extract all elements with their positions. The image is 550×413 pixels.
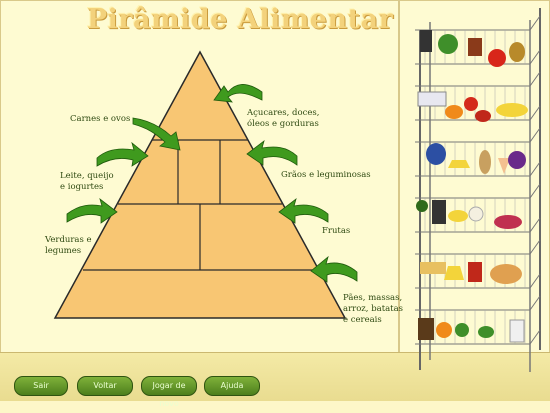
zone-frutas[interactable]: [201, 205, 282, 269]
play-again-button[interactable]: Jogar de novo: [141, 376, 197, 408]
label-paes-1: Pães, massas,: [343, 293, 403, 303]
back-button[interactable]: Voltar: [77, 376, 133, 396]
food-pyramid: [53, 8, 541, 372]
label-graos: Grãos e leguminosas: [281, 170, 371, 180]
arrow-acucares-icon: [213, 84, 263, 103]
jar-icon[interactable]: [468, 38, 482, 56]
corn-icon[interactable]: [496, 103, 528, 117]
label-acucares-2: óleos e gorduras: [247, 119, 319, 129]
arrow-verduras-icon: [66, 197, 118, 224]
zone-graos[interactable]: [221, 141, 247, 203]
label-leite-2: e iogurtes: [60, 182, 104, 192]
cereal-box-icon[interactable]: [418, 318, 434, 340]
apple-icon[interactable]: [488, 49, 506, 67]
fries-icon[interactable]: [468, 262, 482, 282]
label-frutas: Frutas: [322, 226, 351, 236]
food-shelf: [415, 8, 541, 372]
help-button[interactable]: Ajuda: [204, 376, 260, 396]
peas-icon[interactable]: [455, 323, 469, 337]
banana-icon[interactable]: [448, 210, 468, 222]
ice-cream-icon[interactable]: [498, 158, 510, 174]
zone-verduras[interactable]: [118, 205, 199, 269]
milk-carton-icon[interactable]: [509, 319, 525, 343]
tomato-icon[interactable]: [475, 110, 491, 122]
label-verduras-2: legumes: [45, 246, 82, 256]
milk-can-icon[interactable]: [426, 143, 446, 165]
arrow-carnes-icon: [132, 117, 181, 151]
pyramid-outline: [53, 50, 347, 319]
cheese-icon[interactable]: [448, 160, 470, 168]
pear-icon[interactable]: [509, 42, 525, 62]
strawberry-icon[interactable]: [464, 97, 478, 111]
exit-button[interactable]: Sair: [14, 376, 68, 396]
bottle-dark-icon[interactable]: [432, 200, 446, 224]
label-acucares-1: Açucares, doces,: [247, 108, 320, 118]
arrow-paes-icon: [310, 255, 358, 283]
meat-icon[interactable]: [494, 215, 522, 229]
lettuce-icon[interactable]: [478, 326, 494, 338]
arrow-leite-icon: [96, 141, 149, 167]
arrow-graos-icon: [246, 139, 298, 166]
zone-acucares[interactable]: [154, 54, 246, 138]
bottle-icon[interactable]: [420, 30, 432, 52]
food-box-icon[interactable]: [417, 91, 447, 107]
zone-carnes[interactable]: [179, 141, 219, 203]
egg-icon[interactable]: [468, 206, 484, 222]
cheese-wedge-icon[interactable]: [444, 266, 464, 280]
crackers-icon[interactable]: [420, 262, 446, 274]
bread-icon[interactable]: [479, 150, 491, 174]
arrow-frutas-icon: [278, 197, 329, 224]
broccoli-icon[interactable]: [416, 200, 428, 212]
label-leite-1: Leite, queijo: [60, 171, 114, 181]
zone-leite[interactable]: [152, 141, 177, 203]
panel-divider: [398, 0, 400, 352]
label-paes-2: arroz, batatas: [343, 304, 404, 314]
grapes-icon[interactable]: [508, 151, 526, 169]
chicken-icon[interactable]: [490, 264, 522, 284]
label-verduras-1: Verduras e: [45, 235, 92, 245]
zone-paes[interactable]: [55, 271, 345, 317]
food-items[interactable]: [416, 30, 528, 343]
orange-icon[interactable]: [436, 322, 452, 338]
pumpkin-icon[interactable]: [445, 105, 463, 119]
label-carnes: Carnes e ovos: [70, 114, 131, 124]
cabbage-icon[interactable]: [438, 34, 458, 54]
page-title: Pirâmide Alimentar: [86, 4, 394, 35]
label-paes-3: e cereais: [343, 315, 382, 325]
